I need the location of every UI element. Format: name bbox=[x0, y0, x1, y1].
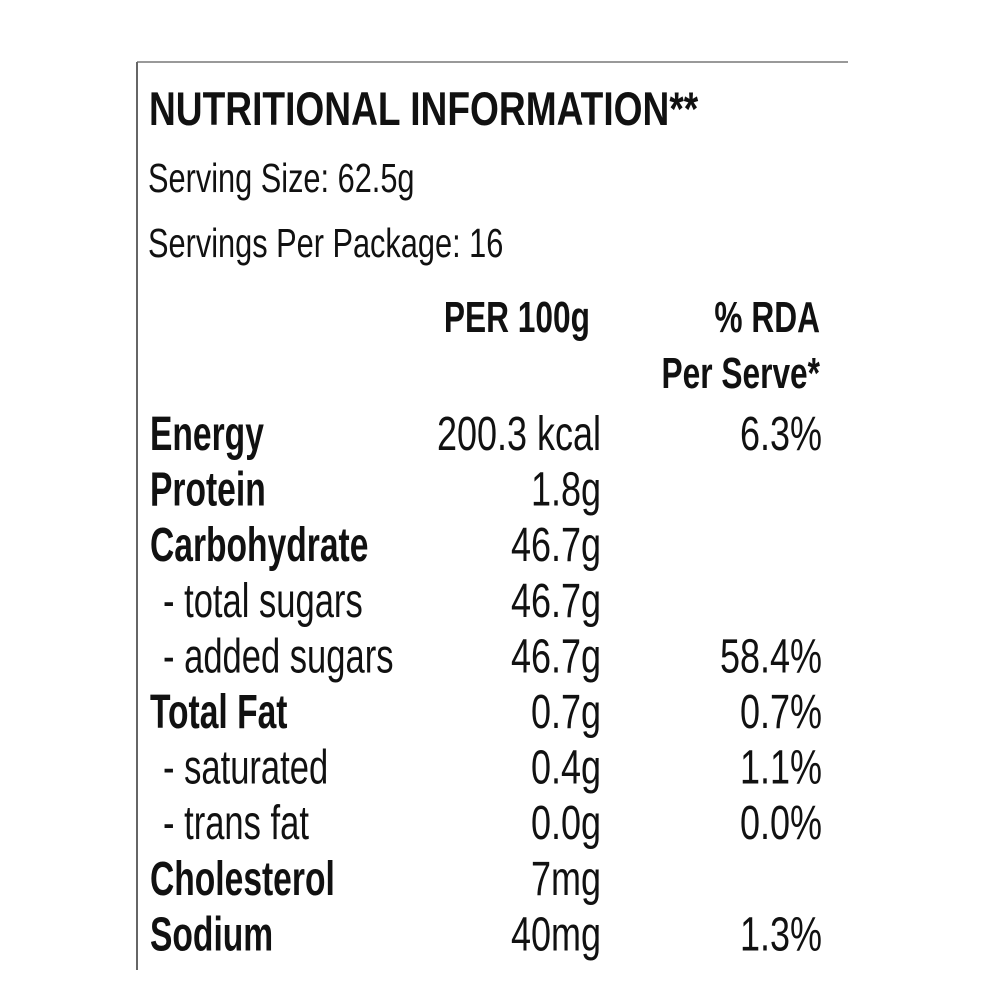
rda-value: 0.7% bbox=[740, 685, 822, 738]
rda-value: 6.3% bbox=[740, 407, 822, 460]
column-header: % RDA bbox=[714, 293, 820, 342]
per-100g-value: 46.7g bbox=[511, 518, 601, 571]
per-100g-value-group: 0.0g bbox=[531, 796, 601, 849]
rda-value-group: 6.3% bbox=[740, 407, 822, 460]
per-100g-value-group: 0.4g bbox=[531, 741, 601, 794]
rda-value: 1.1% bbox=[740, 741, 822, 794]
nutrient: Protein bbox=[150, 462, 266, 516]
nutrient-group: Sodium bbox=[150, 906, 273, 960]
nutrient-group: Carbohydrate bbox=[150, 517, 368, 571]
servings-per-package: Servings Per Package: 16 bbox=[148, 220, 503, 266]
rda-value-group: 1.3% bbox=[740, 907, 822, 960]
per-100g-value: 0.0g bbox=[531, 796, 601, 849]
nutrient: Total Fat bbox=[150, 684, 288, 738]
column-header: PER 100g bbox=[444, 293, 590, 342]
sub-nutrient: - trans fat bbox=[163, 796, 309, 850]
per-100g-value-group: 0.7g bbox=[531, 685, 601, 738]
sub-nutrient: - total sugars bbox=[163, 573, 363, 627]
column-header: Per Serve* bbox=[662, 349, 821, 398]
per-100g-value-group: 200.3 kcal bbox=[437, 407, 601, 460]
per-100g-value-group: 7mg bbox=[531, 852, 601, 905]
rda-value-group: 0.7% bbox=[740, 685, 822, 738]
per-100g-value-group: 1.8g bbox=[531, 463, 601, 516]
sub-nutrient-group: - added sugars bbox=[163, 629, 393, 683]
column-header-group: Per Serve* bbox=[662, 349, 821, 398]
sub-nutrient: - added sugars bbox=[163, 629, 393, 683]
nutrient-group: Protein bbox=[150, 462, 266, 516]
nutrient: Sodium bbox=[150, 906, 273, 960]
sub-nutrient-group: - total sugars bbox=[163, 573, 363, 627]
per-100g-value: 46.7g bbox=[511, 629, 601, 682]
nutrient-group: Total Fat bbox=[150, 684, 288, 738]
column-header-group: PER 100g bbox=[444, 293, 590, 342]
per-100g-value-group: 46.7g bbox=[511, 629, 601, 682]
per-100g-value: 46.7g bbox=[511, 574, 601, 627]
title-group: NUTRITIONAL INFORMATION** bbox=[149, 83, 699, 135]
per-100g-value: 200.3 kcal bbox=[437, 407, 601, 460]
nutrient-group: Cholesterol bbox=[150, 851, 335, 905]
per-100g-value: 40mg bbox=[511, 907, 601, 960]
sub-nutrient-group: - trans fat bbox=[163, 796, 309, 850]
column-header-group: % RDA bbox=[714, 293, 820, 342]
per-100g-value-group: 46.7g bbox=[511, 574, 601, 627]
servings-per-package-group: Servings Per Package: 16 bbox=[148, 220, 503, 266]
rda-value-group: 0.0% bbox=[740, 796, 822, 849]
nutrient: Cholesterol bbox=[150, 851, 335, 905]
title: NUTRITIONAL INFORMATION** bbox=[149, 83, 699, 135]
per-100g-value-group: 40mg bbox=[511, 907, 601, 960]
serving-size: Serving Size: 62.5g bbox=[148, 155, 415, 201]
nutrient: Carbohydrate bbox=[150, 517, 368, 571]
rda-value-group: 1.1% bbox=[740, 741, 822, 794]
rda-value: 58.4% bbox=[720, 629, 822, 682]
per-100g-value: 1.8g bbox=[531, 463, 601, 516]
rda-value: 1.3% bbox=[740, 907, 822, 960]
sub-nutrient: - saturated bbox=[163, 740, 328, 794]
nutrient-group: Energy bbox=[150, 406, 264, 460]
nutrient: Energy bbox=[150, 406, 264, 460]
per-100g-value: 0.4g bbox=[531, 741, 601, 794]
serving-size-group: Serving Size: 62.5g bbox=[148, 155, 415, 201]
per-100g-value: 0.7g bbox=[531, 685, 601, 738]
sub-nutrient-group: - saturated bbox=[163, 740, 328, 794]
per-100g-value: 7mg bbox=[531, 852, 601, 905]
rda-value: 0.0% bbox=[740, 796, 822, 849]
per-100g-value-group: 46.7g bbox=[511, 518, 601, 571]
rda-value-group: 58.4% bbox=[720, 629, 822, 682]
